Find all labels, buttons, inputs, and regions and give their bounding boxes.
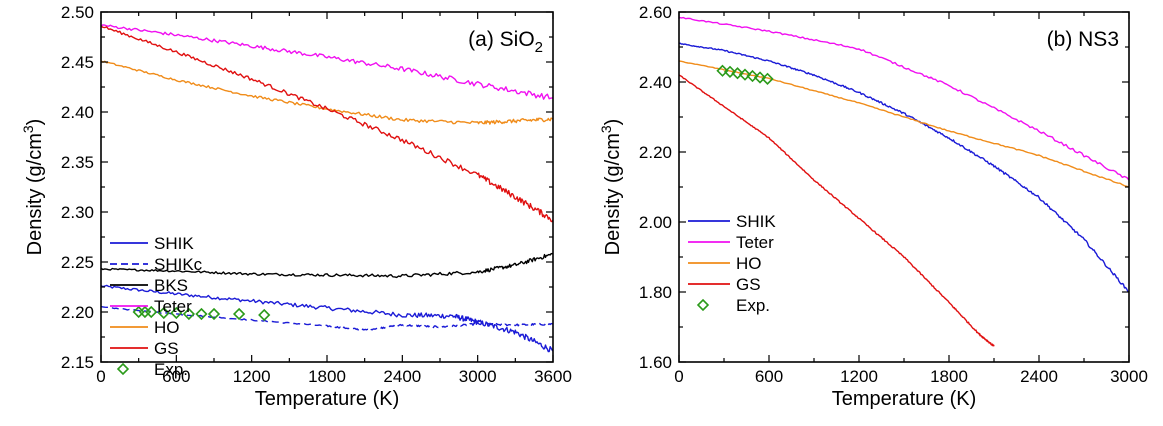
x-tick-label: 1800 <box>308 367 346 386</box>
y-tick-label: 2.20 <box>639 143 672 162</box>
x-tick-label: 0 <box>674 367 683 386</box>
legend-marker-exp <box>696 298 710 312</box>
exp-data-point <box>138 305 152 319</box>
x-tick-label: 1800 <box>930 367 968 386</box>
exp-data-point <box>132 305 145 319</box>
y-axis-title: Density (g/cm3) <box>598 119 624 256</box>
series-line-ho <box>101 60 553 125</box>
x-tick-label: 1200 <box>840 367 878 386</box>
series-line-gs <box>679 74 995 347</box>
x-tick-label: 3000 <box>459 367 497 386</box>
legend-label: SHIK <box>154 234 194 253</box>
series-line-bks <box>101 252 553 279</box>
x-tick-label: 2400 <box>383 367 421 386</box>
chart-panel-b: 0 600 1200 1800 2400 3000 1.60 1.80 2.00 2.20 2.40… <box>598 3 1148 410</box>
legend-label: Teter <box>736 233 774 252</box>
exp-data-point <box>195 307 208 321</box>
series-line-shik <box>679 42 1129 293</box>
legend-label: GS <box>736 275 761 294</box>
y-tick-label: 2.35 <box>61 153 94 172</box>
x-tick-label: 2400 <box>1020 367 1058 386</box>
y-tick-label: 1.80 <box>639 283 672 302</box>
legend-marker-exp <box>116 362 130 376</box>
y-axis-title: Density (g/cm3) <box>20 119 46 256</box>
legend: SHIK Teter HO GS Exp. <box>688 212 776 315</box>
exp-data-point <box>723 65 737 78</box>
x-tick-label: 600 <box>755 367 783 386</box>
legend-label: GS <box>154 339 179 358</box>
legend-label: Teter <box>154 297 192 316</box>
panel-title: (b) NS3 <box>1047 28 1119 51</box>
x-tick-label: 3600 <box>534 367 572 386</box>
series-line-shik <box>101 284 553 353</box>
legend-label: HO <box>154 318 180 337</box>
y-tick-label: 2.60 <box>639 3 672 22</box>
exp-data-point <box>145 305 158 319</box>
y-tick-label: 2.45 <box>61 53 94 72</box>
y-tick-label: 2.25 <box>61 253 94 272</box>
series-line-teter <box>679 16 1129 181</box>
series-line-ho <box>679 60 1129 188</box>
legend: SHIK SHIKc BKS Teter HO GS Exp. <box>110 234 203 379</box>
y-tick-label: 2.50 <box>61 3 94 22</box>
x-tick-label: 1200 <box>233 367 271 386</box>
legend-label: SHIKc <box>154 255 203 274</box>
y-tick-label: 2.15 <box>61 353 94 372</box>
x-tick-label: 3000 <box>1110 367 1148 386</box>
exp-data-point <box>207 307 221 321</box>
y-tick-label: 2.00 <box>639 213 672 232</box>
series-line-gs <box>101 25 553 223</box>
exp-data-point <box>157 306 170 320</box>
y-tick-label: 2.40 <box>61 103 94 122</box>
exp-data-point <box>716 64 729 77</box>
panel-title: (a) SiO2 <box>468 28 543 56</box>
exp-data-point <box>738 68 752 81</box>
exp-data-point <box>170 306 183 320</box>
exp-data-point <box>753 71 767 84</box>
legend-label: Exp. <box>736 296 770 315</box>
exp-data-point <box>258 308 271 322</box>
x-tick-label: 0 <box>96 367 105 386</box>
exp-data-point <box>232 307 246 321</box>
exp-data-point <box>761 72 774 85</box>
legend-label: SHIK <box>736 212 776 231</box>
y-tick-label: 2.30 <box>61 203 94 222</box>
legend-label: BKS <box>154 276 188 295</box>
y-tick-label: 1.60 <box>639 353 672 372</box>
exp-data-point <box>731 67 744 80</box>
x-axis-title: Temperature (K) <box>832 388 977 410</box>
series-group <box>679 16 1129 347</box>
series-line-shikc <box>101 305 553 332</box>
y-tick-label: 2.40 <box>639 73 672 92</box>
x-tick-label: 600 <box>162 367 190 386</box>
exp-data-point <box>182 307 196 321</box>
x-axis-title: Temperature (K) <box>255 388 400 410</box>
series-group <box>101 24 553 353</box>
legend-label: Exp. <box>154 360 188 379</box>
chart-panel-a: 0 600 1200 1800 2400 3000 3600 2.15 2.20 2.25 2.30… <box>20 3 572 410</box>
y-tick-label: 2.20 <box>61 303 94 322</box>
legend-label: HO <box>736 254 762 273</box>
series-line-teter <box>101 24 553 100</box>
exp-data-point <box>746 69 759 83</box>
